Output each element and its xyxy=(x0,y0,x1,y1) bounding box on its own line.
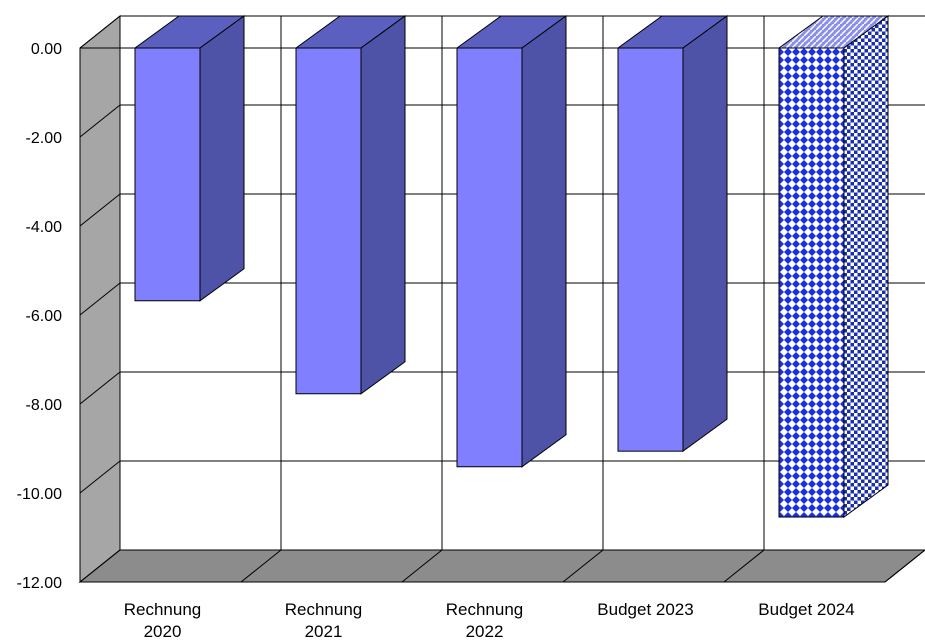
x-category-label-2-line-1: 2022 xyxy=(466,622,504,641)
x-category-label-4-line-0: Budget 2024 xyxy=(758,600,854,619)
x-category-label-1-line-1: 2021 xyxy=(305,622,343,641)
bar-2-front xyxy=(456,47,523,468)
bar-1 xyxy=(294,15,407,395)
floor-divider-3 xyxy=(562,549,604,583)
chart-bars xyxy=(133,15,890,519)
gridline-wall-2 xyxy=(79,193,121,227)
bar-0-side xyxy=(199,15,245,302)
y-tick-label-5: -10.00 xyxy=(17,486,62,503)
x-category-label-0-line-1: 2020 xyxy=(144,622,182,641)
bar-2 xyxy=(455,15,568,468)
gridline-wall-0 xyxy=(79,15,121,49)
bar-4-side xyxy=(843,15,889,519)
x-category-label-0-line-0: Rechnung xyxy=(124,600,202,619)
gridline-wall-3 xyxy=(79,282,121,316)
floor-divider-1 xyxy=(240,549,282,583)
x-category-label-3-line-0: Budget 2023 xyxy=(597,600,693,619)
floor-divider-2 xyxy=(401,549,443,583)
floor-divider-4 xyxy=(723,549,765,583)
bar-0 xyxy=(133,15,246,302)
y-axis-tick-labels: 0.00 -2.00 -4.00 -6.00 -8.00 -10.00 -12.00 xyxy=(17,41,62,592)
x-axis-category-labels: Rechnung 2020 Rechnung 2021 Rechnung 2022 Budg… xyxy=(124,600,855,641)
floor-divider-end xyxy=(884,549,925,583)
bar-3-side xyxy=(682,15,728,453)
bar-4-front xyxy=(778,47,845,518)
y-tick-label-2: -4.00 xyxy=(26,219,63,236)
x-category-label-1-line-0: Rechnung xyxy=(285,600,363,619)
bar-2-side xyxy=(521,15,567,468)
bar-0-front xyxy=(134,47,201,302)
bar-4 xyxy=(777,15,890,519)
x-category-label-2-line-0: Rechnung xyxy=(446,600,524,619)
floor-divider-0 xyxy=(79,549,121,583)
floor xyxy=(78,549,925,583)
y-tick-label-3: -6.00 xyxy=(26,308,63,325)
gridline-wall-5 xyxy=(79,460,121,494)
gridline-wall-1 xyxy=(79,104,121,138)
bar-3 xyxy=(616,15,729,453)
bar-1-front xyxy=(295,47,362,395)
y-tick-label-4: -8.00 xyxy=(26,397,63,414)
y-tick-label-6: -12.00 xyxy=(17,575,62,592)
bar-3-front xyxy=(617,47,684,452)
y-tick-label-0: 0.00 xyxy=(31,41,62,58)
bar-1-side xyxy=(360,15,406,395)
gridline-wall-4 xyxy=(79,371,121,405)
y-tick-label-1: -2.00 xyxy=(26,130,63,147)
